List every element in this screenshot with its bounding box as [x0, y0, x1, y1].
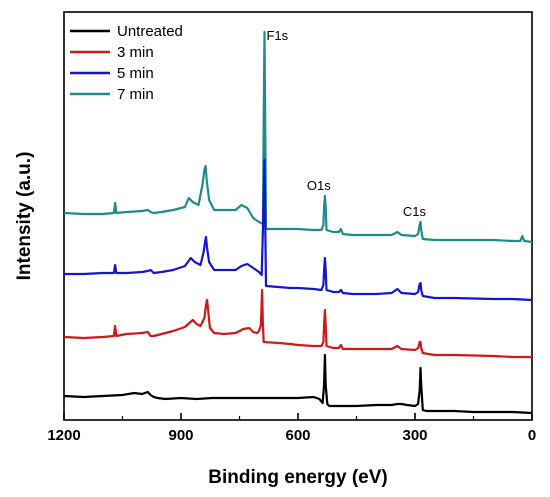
x-tick-label-600: 600: [285, 427, 310, 444]
x-tick-label-1200: 1200: [47, 427, 80, 444]
peak-label-o1s: O1s: [307, 178, 331, 193]
legend-label-3-min: 3 min: [117, 44, 154, 61]
legend-label-7-min: 7 min: [117, 86, 154, 103]
legend-label-untreated: Untreated: [117, 23, 183, 40]
peak-annotations: F1s O1s C1s: [266, 28, 426, 219]
x-tick-label-900: 900: [168, 427, 193, 444]
series-line-5-min: [64, 158, 533, 302]
x-axis-ticks: 1200 900 600 300 0: [47, 413, 536, 444]
y-axis-title: Intensity (a.u.): [14, 152, 35, 281]
legend: Untreated 3 min 5 min 7 min: [70, 23, 183, 103]
legend-label-5-min: 5 min: [117, 65, 154, 82]
series-layer: [63, 30, 533, 415]
x-tick-label-300: 300: [402, 427, 427, 444]
x-axis-title: Binding energy (eV): [208, 467, 387, 488]
series-line-untreated: [63, 353, 533, 415]
peak-label-f1s: F1s: [266, 28, 288, 43]
peak-label-c1s: C1s: [403, 204, 427, 219]
x-tick-label-0: 0: [528, 427, 536, 444]
series-line-3-min: [63, 288, 532, 359]
series-line-7-min: [63, 30, 533, 244]
